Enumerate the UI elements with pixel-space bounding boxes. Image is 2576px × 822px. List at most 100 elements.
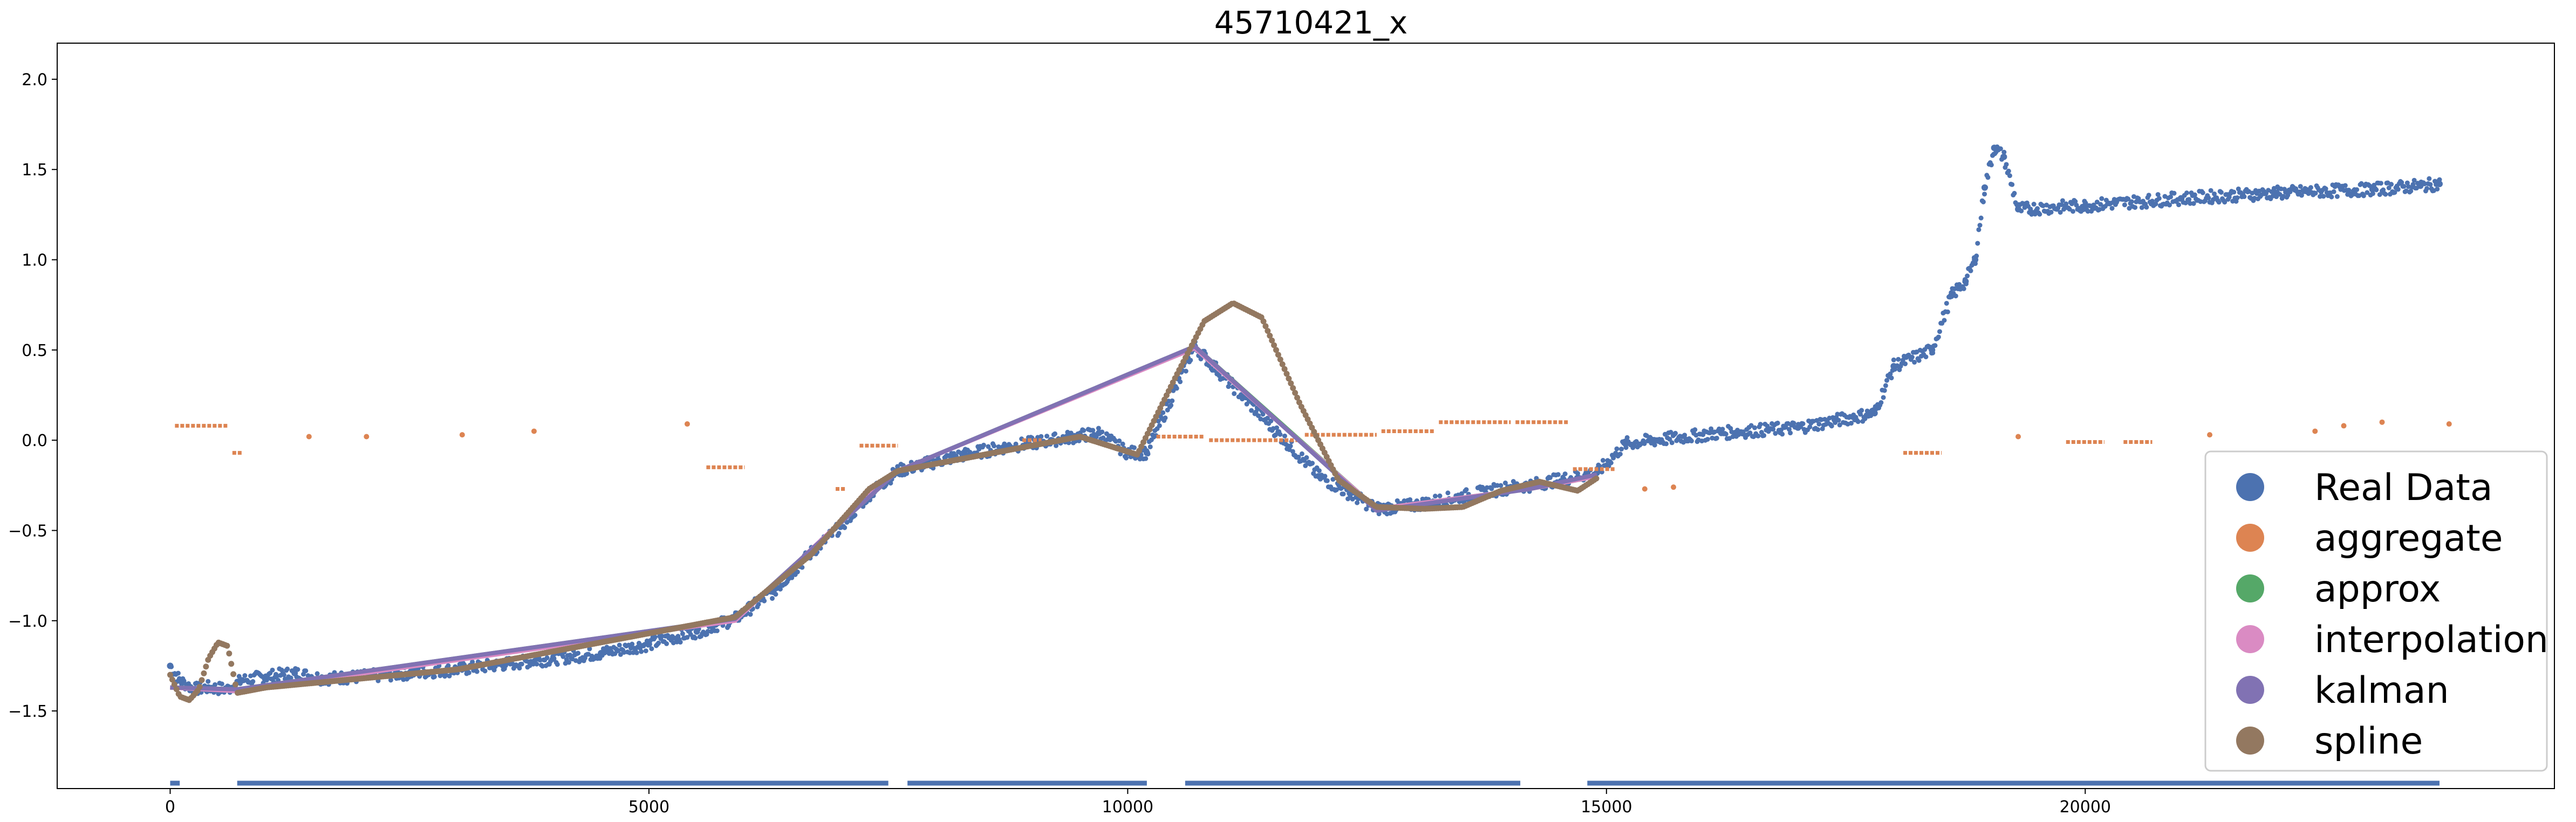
aggregate-point <box>306 434 312 440</box>
real-data-point <box>2427 176 2432 181</box>
real-data-point <box>1052 431 1057 436</box>
real-data-point <box>693 628 700 635</box>
x-axis: 0 5000 10000 15000 20000 <box>165 789 2111 817</box>
real-data-point <box>1395 498 1400 503</box>
legend-marker <box>2236 574 2264 602</box>
real-data-point <box>1489 486 1494 491</box>
x-tick-label: 0 <box>165 798 175 817</box>
real-data-point <box>2060 198 2065 203</box>
real-data-point <box>1575 471 1581 476</box>
real-data-point <box>1829 423 1834 429</box>
real-data-point <box>262 673 269 680</box>
aggregate-point <box>2379 419 2385 425</box>
real-data-point <box>1673 430 1678 436</box>
real-data-point <box>2048 209 2054 215</box>
real-data-point <box>2401 184 2407 189</box>
real-data-point <box>652 634 658 640</box>
real-data-point <box>1761 433 1767 438</box>
real-data-point <box>1982 191 1987 197</box>
real-data-point <box>1771 427 1776 432</box>
real-data-point <box>1953 293 1958 299</box>
real-data-point <box>576 650 581 656</box>
aggregate-point <box>1671 484 1677 490</box>
legend-marker <box>2236 625 2264 653</box>
real-data-point <box>1131 445 1137 450</box>
y-tick-label: −0.5 <box>8 522 47 540</box>
real-data-point <box>2404 180 2410 186</box>
real-data-point <box>1836 417 1841 423</box>
real-data-point <box>762 598 767 604</box>
real-data-point <box>1498 483 1504 488</box>
spline-point <box>1593 475 1600 482</box>
spline-point <box>1292 389 1299 396</box>
real-data-point <box>2139 205 2144 210</box>
real-data-point <box>1932 343 1938 348</box>
legend-item-interpolation: interpolation <box>2236 619 2548 661</box>
real-data-point <box>1249 408 1254 413</box>
real-data-point <box>1985 175 1991 180</box>
series-aggregate <box>175 419 2452 492</box>
spline-point <box>171 681 177 688</box>
real-data-point <box>2186 197 2192 202</box>
real-data-point <box>1600 458 1605 463</box>
real-data-point <box>1878 400 1884 405</box>
legend-marker <box>2236 473 2264 501</box>
real-data-point <box>2058 210 2063 215</box>
y-tick-label: 0.0 <box>22 431 47 450</box>
real-data-point <box>1903 361 1908 367</box>
real-data-point <box>2386 185 2391 190</box>
real-data-point <box>2067 207 2072 212</box>
real-data-point <box>1980 199 1986 204</box>
real-data-point <box>1991 145 1998 152</box>
real-data-point <box>1304 455 1309 460</box>
real-data-point <box>315 671 320 676</box>
real-data-point <box>2317 194 2322 199</box>
real-data-point <box>1888 371 1893 376</box>
series-line-kalman <box>170 344 1597 691</box>
real-data-point <box>1909 354 1915 360</box>
series-spline <box>167 300 1600 703</box>
real-data-point <box>656 640 661 646</box>
real-data-point <box>1260 412 1266 417</box>
legend-label: aggregate <box>2314 517 2503 560</box>
real-data-point <box>777 586 783 592</box>
real-data-point <box>1948 292 1955 299</box>
real-data-point <box>2168 194 2174 200</box>
real-data-point <box>2007 173 2012 179</box>
real-data-point <box>175 670 181 676</box>
spline-point <box>169 676 175 683</box>
legend: Real Data aggregate approx interpolation kal… <box>2204 450 2548 772</box>
real-data-point <box>1147 444 1153 449</box>
real-data-point <box>1044 434 1050 439</box>
real-data-point <box>2329 194 2334 200</box>
real-data-point <box>2299 193 2304 198</box>
real-data-point <box>2321 194 2326 199</box>
aggregate-point <box>684 421 690 427</box>
real-data-point <box>1989 162 1994 168</box>
real-data-point <box>2222 200 2227 205</box>
real-data-point <box>1837 422 1842 428</box>
real-data-point <box>167 662 174 669</box>
aggregate-point <box>2207 432 2213 438</box>
real-data-point <box>1445 490 1451 496</box>
real-data-point <box>2410 182 2416 187</box>
real-data-point <box>1013 441 1019 447</box>
real-data-point <box>2392 190 2397 195</box>
real-data-point <box>1619 447 1624 452</box>
real-data-point <box>1288 443 1293 449</box>
aggregate-point <box>2015 434 2021 440</box>
real-data-point <box>680 631 685 636</box>
real-data-point <box>1090 428 1096 433</box>
real-data-point <box>2298 184 2303 189</box>
real-data-point <box>1316 468 1322 474</box>
real-data-point <box>1096 426 1101 431</box>
real-data-point <box>2167 202 2172 208</box>
spline-point <box>1269 337 1275 344</box>
real-data-point <box>1217 373 1222 379</box>
real-data-point <box>1952 286 1957 291</box>
real-data-point <box>1464 487 1469 492</box>
real-data-point <box>1188 358 1193 363</box>
real-data-point <box>1833 420 1838 425</box>
real-data-point <box>1120 441 1125 447</box>
real-data-point <box>1912 360 1917 365</box>
